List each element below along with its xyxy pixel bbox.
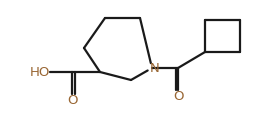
Text: O: O	[67, 95, 77, 107]
Text: HO: HO	[30, 65, 50, 79]
Text: N: N	[150, 62, 160, 74]
Text: O: O	[173, 91, 183, 103]
